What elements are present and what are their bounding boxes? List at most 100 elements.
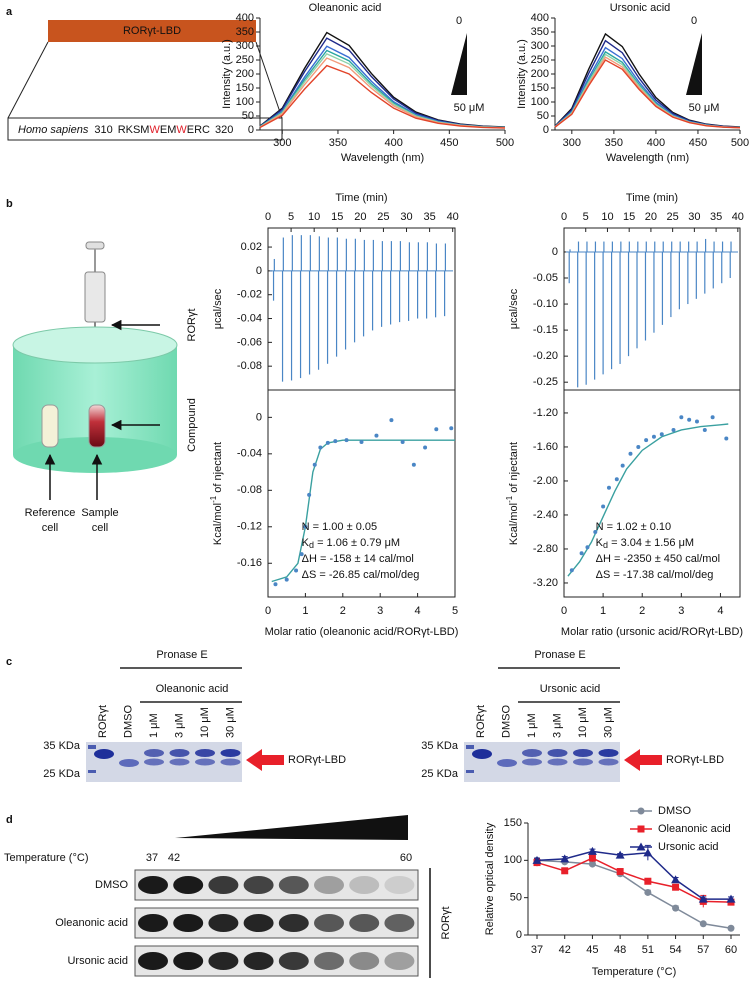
x-tick-label: 500 xyxy=(731,137,749,149)
x-tick-label: 0 xyxy=(265,605,271,617)
legend-label: Ursonic acid xyxy=(658,841,719,853)
y-tick-label: 250 xyxy=(236,54,254,66)
y-tick-label: -0.08 xyxy=(237,484,262,496)
annotation: 0 xyxy=(691,15,697,27)
lane-label: DMSO xyxy=(500,705,512,738)
data-point xyxy=(636,444,641,449)
x-tick-label: 15 xyxy=(623,211,635,223)
data-point xyxy=(333,439,338,444)
marker xyxy=(615,850,625,859)
row-label: DMSO xyxy=(95,879,128,891)
y-tick-label: -0.10 xyxy=(533,298,558,310)
band xyxy=(195,758,215,766)
y-label-sup: -1 xyxy=(505,495,514,503)
gradient-wedge xyxy=(686,33,702,95)
y-tick-label: 350 xyxy=(531,26,549,38)
x-tick-label: 37 xyxy=(531,944,543,956)
marker xyxy=(643,848,653,857)
y-label-part: of njectant xyxy=(212,442,224,496)
annotation: Kd = 3.04 ± 1.56 μM xyxy=(596,537,694,550)
lane-label: 1 μM xyxy=(148,713,160,738)
x-tick-label: 30 xyxy=(400,211,412,223)
band xyxy=(220,749,241,757)
y-tick-label: 0 xyxy=(543,124,549,136)
x-tick-label: 3 xyxy=(678,605,684,617)
marker xyxy=(644,877,652,885)
frame xyxy=(267,227,456,598)
label: Reference xyxy=(25,507,76,519)
x-tick-label: 20 xyxy=(354,211,366,223)
legend-label: DMSO xyxy=(658,805,691,817)
band xyxy=(573,758,593,766)
x-tick-label: 51 xyxy=(642,944,654,956)
x-axis-label: Wavelength (nm) xyxy=(341,152,424,164)
blot-band xyxy=(314,914,344,932)
data-point xyxy=(284,577,289,582)
x-tick-label: 500 xyxy=(496,137,514,149)
label: RORγt-LBD xyxy=(666,754,724,766)
x-tick-label: 25 xyxy=(377,211,389,223)
x-tick-label: 57 xyxy=(697,944,709,956)
data-point xyxy=(359,439,364,444)
panel-letter: b xyxy=(6,198,13,210)
x-tick-label: 450 xyxy=(440,137,458,149)
x-tick-label: 48 xyxy=(614,944,626,956)
data-point xyxy=(679,415,684,420)
x-tick-label: 10 xyxy=(601,211,613,223)
y-tick-label: 0.02 xyxy=(241,241,262,253)
annotation: 0 xyxy=(456,15,462,27)
y-tick-label: -1.20 xyxy=(533,407,558,419)
y-axis-label: μcal/sec xyxy=(508,288,520,329)
x-tick-label: 0 xyxy=(561,605,567,617)
blot-band xyxy=(384,876,415,894)
y-axis-label: Kcal/mol-1 of njectant xyxy=(209,442,224,545)
annotation: ΔH = -2350 ± 450 cal/mol xyxy=(596,553,720,565)
data-point xyxy=(724,436,729,441)
series-line xyxy=(536,850,731,900)
band xyxy=(547,749,568,757)
label: Pronase E xyxy=(156,649,207,661)
data-point xyxy=(434,427,439,432)
blot-band xyxy=(173,914,204,932)
marker-label: 35 KDa xyxy=(421,740,459,752)
annotation: ΔS = -17.38 cal/mol/deg xyxy=(596,569,714,581)
blot-band xyxy=(349,914,380,932)
blot-band xyxy=(173,876,204,894)
ladder-band xyxy=(466,770,474,773)
data-point xyxy=(411,462,416,467)
y-tick-label: 400 xyxy=(531,12,549,24)
label: Pronase E xyxy=(534,649,585,661)
band xyxy=(119,759,139,767)
label: Temperature (°C) xyxy=(4,852,88,864)
y-tick-label: 0 xyxy=(516,929,522,941)
series-line xyxy=(536,857,732,903)
marker xyxy=(672,904,680,912)
x-tick-label: 10 xyxy=(308,211,320,223)
blot-band xyxy=(278,914,309,932)
data-point xyxy=(601,504,606,509)
blot-band xyxy=(208,914,239,932)
band xyxy=(94,749,114,759)
band xyxy=(144,758,164,766)
data-point xyxy=(694,419,699,424)
annotation-part: = 1.06 ± 0.79 μM xyxy=(314,537,400,549)
y-label-part: Kcal/mol xyxy=(212,503,224,545)
residues: W xyxy=(149,124,160,136)
lane-label: 30 μM xyxy=(224,707,236,738)
band xyxy=(220,758,241,766)
annotation-sub: d xyxy=(603,540,608,550)
data-point xyxy=(702,427,707,432)
data-point xyxy=(606,485,611,490)
label: RORγt-LBD xyxy=(288,754,346,766)
blot-band xyxy=(314,876,344,894)
blot-band xyxy=(349,952,380,970)
marker xyxy=(588,854,596,862)
y-tick-label: -0.15 xyxy=(533,324,558,336)
data-point xyxy=(273,582,278,587)
lane-label: DMSO xyxy=(122,705,134,738)
marker xyxy=(561,867,569,875)
band xyxy=(195,749,215,757)
label: Oleanonic acid xyxy=(156,683,229,695)
x-tick-label: 3 xyxy=(377,605,383,617)
